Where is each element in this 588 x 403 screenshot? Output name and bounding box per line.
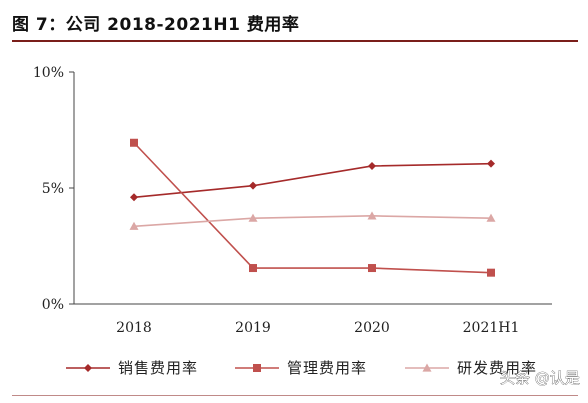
y-tick-label: 0% xyxy=(42,297,64,313)
data-point xyxy=(249,264,257,273)
series-line xyxy=(133,215,492,228)
data-point xyxy=(130,138,138,147)
figure-header: 图 7：公司 2018-2021H1 费用率 xyxy=(0,0,588,44)
title-divider xyxy=(12,40,578,42)
data-point xyxy=(486,213,496,222)
series-line xyxy=(133,162,492,199)
legend-label: 研发费用率 xyxy=(457,359,537,377)
figure-title: 图 7：公司 2018-2021H1 费用率 xyxy=(12,15,300,35)
x-tick-label: 2018 xyxy=(116,320,152,336)
x-tick-label: 2021H1 xyxy=(463,320,520,336)
legend-label: 管理费用率 xyxy=(287,359,367,377)
data-point xyxy=(249,181,257,190)
data-point xyxy=(129,221,139,230)
legend-marker xyxy=(422,363,432,372)
data-point xyxy=(130,193,138,202)
chart-series xyxy=(129,138,496,277)
y-tick-label: 10% xyxy=(33,65,64,81)
chart-legend: 销售费用率 管理费用率 研发费用率 xyxy=(66,359,537,377)
legend-label: 销售费用率 xyxy=(118,359,198,377)
legend-marker xyxy=(84,364,92,372)
data-point xyxy=(248,213,258,222)
data-point xyxy=(367,211,377,220)
bottom-divider xyxy=(12,395,578,396)
chart-axes: 0% 5% 10% 2018 2019 2020 2021H1 xyxy=(33,65,552,336)
y-tick-label: 5% xyxy=(42,181,64,197)
x-tick-label: 2019 xyxy=(235,320,271,336)
data-point xyxy=(487,159,495,168)
data-point xyxy=(368,161,376,170)
legend-marker xyxy=(253,364,261,372)
data-point xyxy=(368,264,376,273)
data-point xyxy=(487,268,495,277)
x-tick-label: 2020 xyxy=(354,320,390,336)
watermark-text: 头条 @认是 xyxy=(500,369,580,387)
series-line xyxy=(133,142,492,274)
